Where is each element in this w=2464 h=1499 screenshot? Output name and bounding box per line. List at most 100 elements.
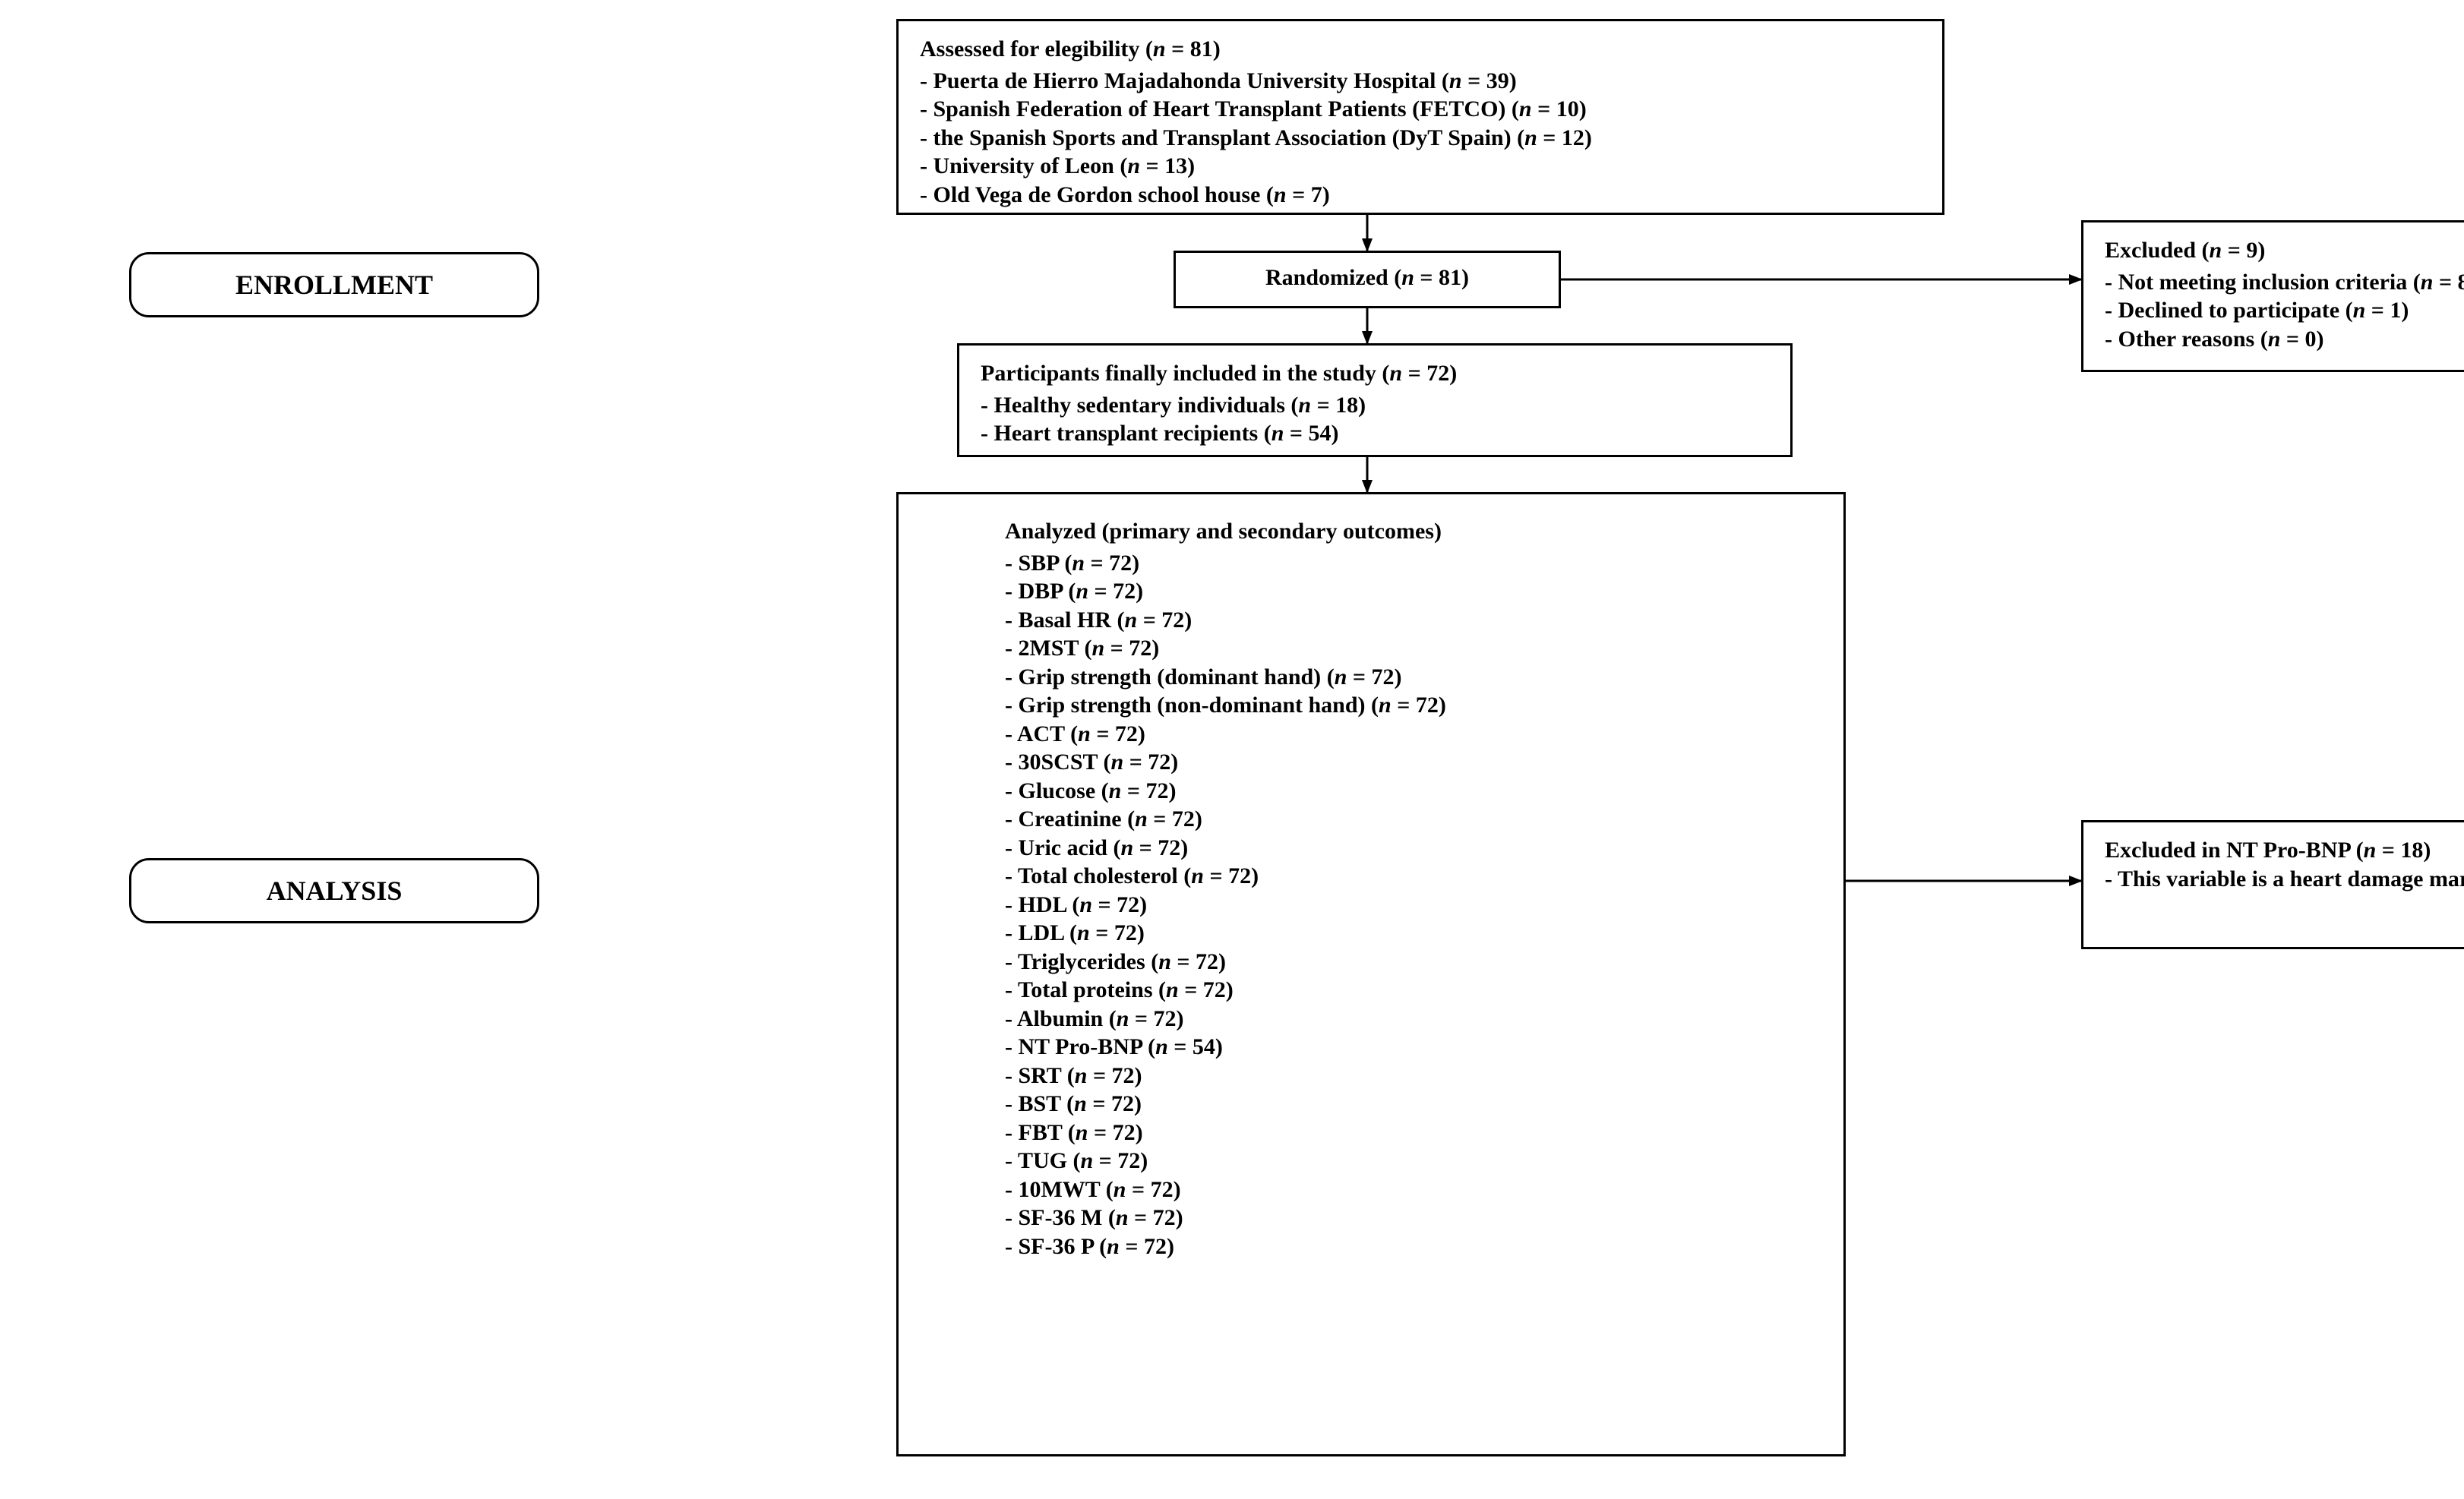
randomized-n-label: n <box>1401 265 1414 290</box>
analyzed-item: - 30SCST (n = 72) <box>1005 748 1813 777</box>
analyzed-item-n: (n = 72) <box>1106 1177 1181 1202</box>
analyzed-item-text: - DBP <box>1005 579 1068 604</box>
analyzed-item-n: (n = 72) <box>1067 1063 1142 1088</box>
assessed-title-value: = 81) <box>1171 36 1221 62</box>
analyzed-item-text: - ACT <box>1005 721 1070 746</box>
node-analyzed: Analyzed (primary and secondary outcomes… <box>896 492 1846 1456</box>
analyzed-item-n: (n = 72) <box>1109 1006 1184 1031</box>
excluded-nt-title: Excluded in NT Pro-BNP (n = 18) <box>2105 836 2464 865</box>
included-item-text: - Heart transplant recipients <box>981 421 1264 446</box>
assessed-item-text: - Spanish Federation of Heart Transplant… <box>920 96 1512 121</box>
analyzed-item-text: - Albumin <box>1005 1006 1109 1031</box>
assessed-item: - the Spanish Sports and Transplant Asso… <box>920 124 1921 153</box>
excluded-title-prefix: Excluded ( <box>2105 238 2210 263</box>
analyzed-item-text: - BST <box>1005 1091 1066 1116</box>
excluded-item-n: (n = 1) <box>2346 298 2409 323</box>
assessed-item: - Old Vega de Gordon school house (n = 7… <box>920 181 1921 210</box>
phase-label-analysis: ANALYSIS <box>129 858 539 923</box>
included-title-n-label: n <box>1389 361 1402 386</box>
node-included: Participants finally included in the stu… <box>957 343 1793 457</box>
excluded-item: - Declined to participate (n = 1) <box>2105 296 2464 325</box>
assessed-title: Assessed for elegibility (n = 81) <box>920 35 1921 64</box>
assessed-item-text: - Old Vega de Gordon school house <box>920 182 1266 207</box>
excluded-item-n: (n = 8) <box>2413 270 2464 295</box>
analyzed-item: - Triglycerides (n = 72) <box>1005 948 1813 977</box>
analyzed-item: - DBP (n = 72) <box>1005 577 1813 606</box>
phase-label-analysis-text: ANALYSIS <box>267 875 403 907</box>
analyzed-item-text: - SBP <box>1005 551 1064 576</box>
excluded-nt-note: - This variable is a heart damage marker… <box>2105 865 2464 894</box>
analyzed-item-n: (n = 72) <box>1069 920 1145 945</box>
assessed-item: - Puerta de Hierro Majadahonda Universit… <box>920 67 1921 96</box>
randomized-suffix: = 81) <box>1414 265 1469 290</box>
phase-label-enrollment-text: ENROLLMENT <box>235 269 433 301</box>
analyzed-item-text: - Basal HR <box>1005 607 1117 633</box>
analyzed-item: - SRT (n = 72) <box>1005 1062 1813 1090</box>
excluded-title: Excluded (n = 9) <box>2105 236 2464 265</box>
assessed-item-n: (n = 7) <box>1266 182 1330 207</box>
analyzed-item-text: - SRT <box>1005 1063 1067 1088</box>
analyzed-item-text: - Uric acid <box>1005 835 1113 860</box>
analyzed-item-text: - Grip strength (non-dominant hand) <box>1005 693 1371 718</box>
excluded-item-text: - Not meeting inclusion criteria <box>2105 270 2413 295</box>
assessed-title-n-label: n <box>1153 36 1166 62</box>
analyzed-item-text: - Grip strength (dominant hand) <box>1005 664 1327 690</box>
analyzed-item-n: (n = 72) <box>1068 1120 1143 1145</box>
analyzed-item: - LDL (n = 72) <box>1005 919 1813 948</box>
analyzed-item-n: (n = 72) <box>1117 607 1193 633</box>
randomized-prefix: Randomized ( <box>1265 265 1401 290</box>
analyzed-item: - 2MST (n = 72) <box>1005 634 1813 663</box>
analyzed-item-n: (n = 72) <box>1327 664 1402 690</box>
assessed-item-n: (n = 39) <box>1442 68 1517 93</box>
analyzed-item: - SF-36 P (n = 72) <box>1005 1232 1813 1261</box>
excluded-nt-title-prefix: Excluded in NT Pro-BNP ( <box>2105 838 2364 863</box>
excluded-title-suffix: = 9) <box>2222 238 2265 263</box>
analyzed-item: - 10MWT (n = 72) <box>1005 1176 1813 1204</box>
analyzed-item: - Albumin (n = 72) <box>1005 1005 1813 1034</box>
analyzed-list: - SBP (n = 72)- DBP (n = 72)- Basal HR (… <box>1005 549 1813 1261</box>
assessed-item-n: (n = 13) <box>1120 153 1195 178</box>
excluded-title-n-label: n <box>2210 238 2222 263</box>
excluded-item: - Other reasons (n = 0) <box>2105 325 2464 354</box>
assessed-item-text: - Puerta de Hierro Majadahonda Universit… <box>920 68 1442 93</box>
excluded-item: - Not meeting inclusion criteria (n = 8) <box>2105 268 2464 297</box>
analyzed-item-text: - Total cholesterol <box>1005 863 1183 888</box>
excluded-item-text: - Other reasons <box>2105 327 2260 352</box>
analyzed-item-n: (n = 72) <box>1183 863 1259 888</box>
phase-label-enrollment: ENROLLMENT <box>129 252 539 317</box>
analyzed-item-n: (n = 72) <box>1084 636 1159 661</box>
analyzed-item-n: (n = 72) <box>1070 721 1145 746</box>
assessed-item-n: (n = 12) <box>1517 125 1592 150</box>
analyzed-item-n: (n = 72) <box>1127 806 1202 832</box>
analyzed-item: - Basal HR (n = 72) <box>1005 606 1813 635</box>
node-excluded: Excluded (n = 9) - Not meeting inclusion… <box>2081 220 2464 372</box>
included-list: - Healthy sedentary individuals (n = 18)… <box>981 391 1769 448</box>
included-item: - Heart transplant recipients (n = 54) <box>981 419 1769 448</box>
analyzed-item-n: (n = 72) <box>1113 835 1188 860</box>
analyzed-item: - TUG (n = 72) <box>1005 1147 1813 1176</box>
analyzed-item-n: (n = 72) <box>1108 1205 1183 1230</box>
node-excluded-nt: Excluded in NT Pro-BNP (n = 18) - This v… <box>2081 820 2464 949</box>
excluded-nt-title-suffix: = 18) <box>2376 838 2431 863</box>
node-assessed: Assessed for elegibility (n = 81) - Puer… <box>896 19 1944 215</box>
analyzed-item-text: - 30SCST <box>1005 750 1104 775</box>
analyzed-item-n: (n = 72) <box>1099 1234 1174 1259</box>
analyzed-item: - Uric acid (n = 72) <box>1005 834 1813 863</box>
assessed-item-text: - University of Leon <box>920 153 1120 178</box>
analyzed-item-n: (n = 72) <box>1151 949 1226 974</box>
analyzed-item-n: (n = 72) <box>1072 892 1147 917</box>
analyzed-item: - HDL (n = 72) <box>1005 891 1813 920</box>
flowchart-canvas: ENROLLMENT ANALYSIS Assessed for elegibi… <box>0 0 2464 1499</box>
analyzed-item-n: (n = 72) <box>1064 551 1139 576</box>
included-item: - Healthy sedentary individuals (n = 18) <box>981 391 1769 420</box>
included-item-text: - Healthy sedentary individuals <box>981 393 1290 418</box>
analyzed-item-text: - Total proteins <box>1005 977 1158 1002</box>
assessed-item-n: (n = 10) <box>1512 96 1587 121</box>
analyzed-item-n: (n = 72) <box>1371 693 1446 718</box>
analyzed-item: - FBT (n = 72) <box>1005 1119 1813 1147</box>
assessed-title-prefix: Assessed for elegibility ( <box>920 36 1153 62</box>
analyzed-item-text: - 2MST <box>1005 636 1084 661</box>
analyzed-item-n: (n = 72) <box>1066 1091 1142 1116</box>
analyzed-item-n: (n = 72) <box>1101 778 1177 803</box>
analyzed-item: - Grip strength (dominant hand) (n = 72) <box>1005 663 1813 692</box>
